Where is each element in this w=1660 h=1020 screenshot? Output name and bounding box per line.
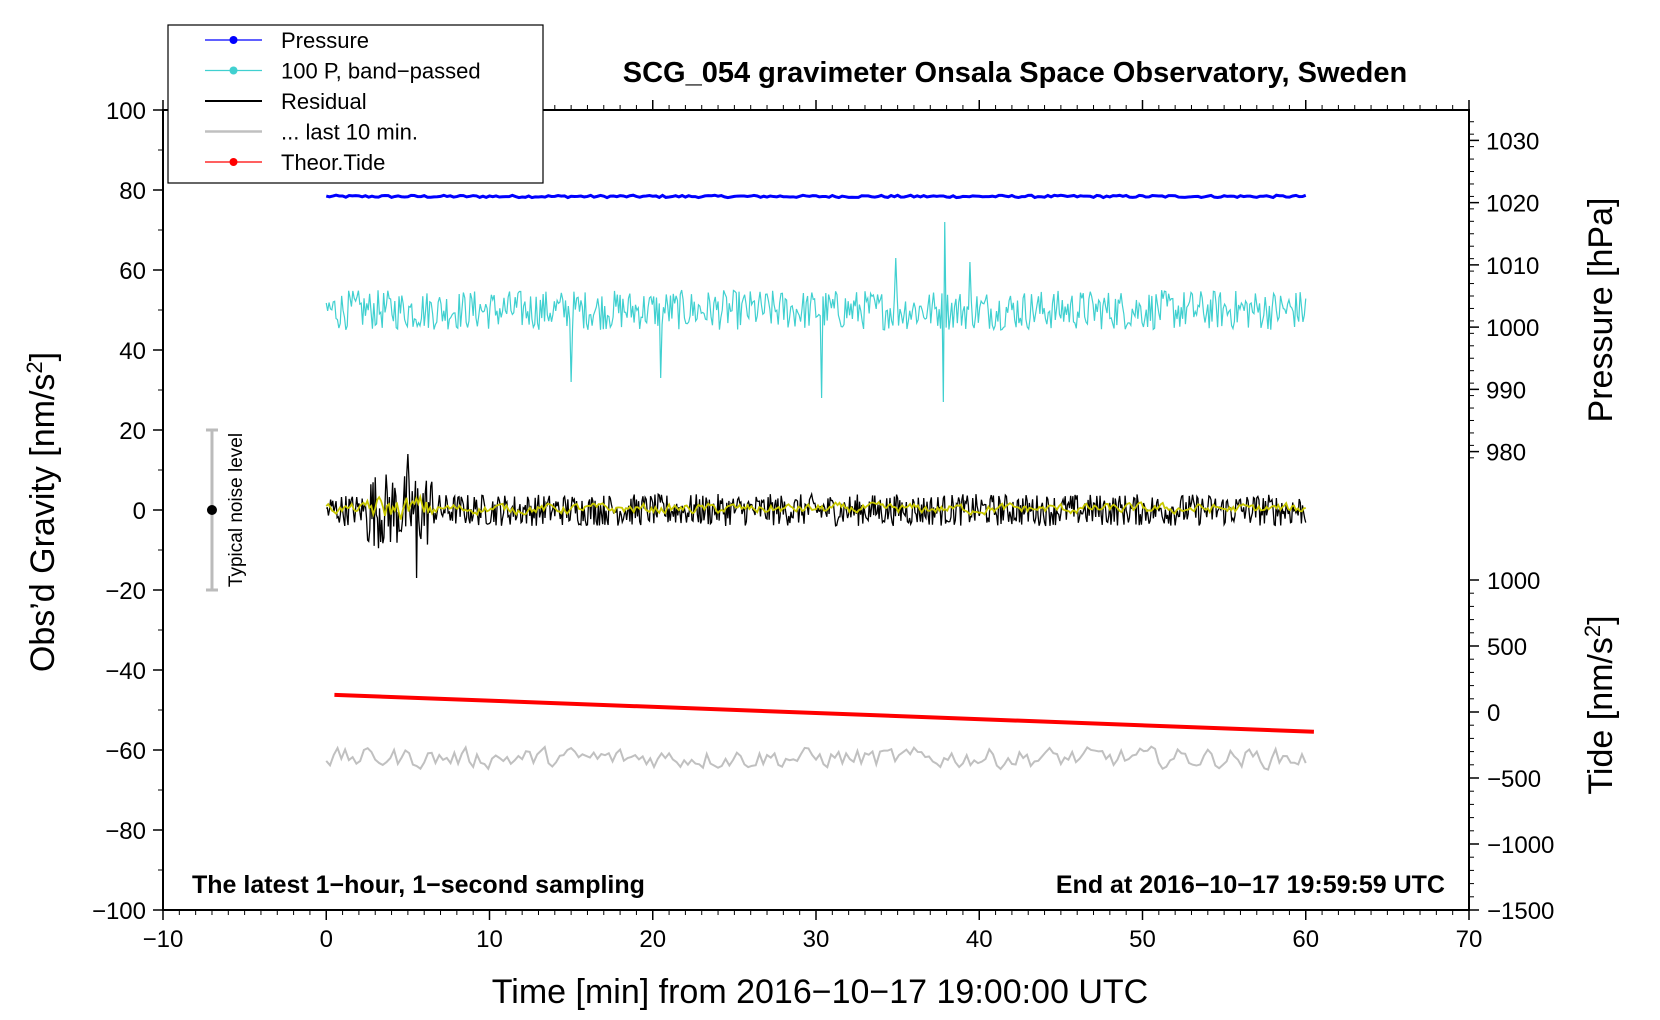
legend-label: ... last 10 min.	[281, 120, 418, 145]
legend-entry: ... last 10 min.	[205, 120, 418, 145]
y-axis-tide-label: Tide [nm/s2]	[1580, 615, 1621, 794]
series-theor-tide	[334, 692, 1314, 734]
series-layer	[325, 193, 1314, 771]
pressure-tick-label: 1000	[1486, 315, 1539, 342]
series-pressure	[325, 193, 1307, 200]
noise-bar-center	[206, 505, 217, 515]
x-tick-label: 0	[320, 926, 333, 953]
y-axis-left-label: Obs’d Gravity [nm/s2]	[22, 352, 63, 672]
x-tick-label: 60	[1292, 926, 1319, 953]
y-tick-label: 80	[119, 178, 146, 205]
legend-box	[167, 24, 544, 184]
legend-entry: Theor.Tide	[205, 150, 385, 175]
tide-tick-label: 1000	[1487, 568, 1540, 595]
legend-label: Pressure	[281, 28, 369, 53]
legend-entry: Residual	[205, 89, 367, 114]
tide-tick-label: 0	[1487, 700, 1500, 727]
y-tick-label: −40	[105, 658, 146, 685]
legend-marker	[229, 66, 238, 75]
legend-marker	[229, 36, 238, 44]
legend-marker	[229, 158, 238, 166]
tide-tick-label: −500	[1487, 766, 1541, 793]
y-tick-label: −80	[105, 818, 146, 845]
x-tick-label: 10	[476, 926, 503, 953]
y-axis-pressure-label: Pressure [hPa]	[1582, 198, 1620, 423]
x-tick-label: 50	[1129, 926, 1156, 953]
pressure-tick-label: 1020	[1486, 191, 1539, 218]
x-tick-label: 40	[966, 926, 993, 953]
legend-label: 100 P, band−passed	[281, 59, 481, 84]
y-tick-label: −20	[105, 578, 146, 605]
x-axis-label: Time [min] from 2016−10−17 19:00:00 UTC	[492, 973, 1148, 1011]
y-tick-label: 60	[119, 258, 146, 285]
ticks-layer: −10 0 10 20 30 40 50 60 70100806040200−20−40−60−…	[92, 98, 1554, 953]
legend-entry: 100 P, band−passed	[205, 59, 481, 84]
x-tick-label: 20	[639, 926, 666, 953]
annotation-left: The latest 1−hour, 1−second sampling	[192, 871, 645, 899]
legend-label: Residual	[281, 89, 367, 114]
pressure-tick-label: 990	[1486, 377, 1526, 404]
series-last-10-min	[325, 745, 1307, 771]
legend: Pressure 100 P, band−passed Residual ... la…	[167, 24, 544, 184]
series-residual	[326, 453, 1307, 579]
x-tick-label: −10	[143, 926, 184, 953]
y-tick-label: 100	[106, 98, 146, 125]
tide-tick-label: −1000	[1487, 832, 1554, 859]
pressure-tick-label: 980	[1486, 440, 1526, 467]
series-smoothed-residual	[325, 493, 1306, 520]
noise-bar	[205, 428, 218, 592]
tide-tick-label: −1500	[1487, 898, 1554, 925]
x-tick-label: 70	[1456, 926, 1483, 953]
pressure-tick-label: 1030	[1486, 128, 1539, 155]
legend-label: Theor.Tide	[281, 150, 385, 175]
series-bandpassed-pressure	[325, 221, 1307, 403]
legend-entry: Pressure	[205, 28, 369, 53]
y-tick-label: −100	[92, 898, 146, 925]
annotation-right: End at 2016−10−17 19:59:59 UTC	[1056, 871, 1445, 899]
y-tick-label: 0	[133, 498, 146, 525]
pressure-tick-label: 1010	[1486, 253, 1539, 280]
y-tick-label: 20	[119, 418, 146, 445]
x-tick-label: 30	[803, 926, 830, 953]
noise-label: Typical noise level	[226, 433, 247, 587]
y-tick-label: 40	[119, 338, 146, 365]
tide-tick-label: 500	[1487, 634, 1527, 661]
chart-title: SCG_054 gravimeter Onsala Space Observat…	[623, 57, 1407, 89]
y-tick-label: −60	[105, 738, 146, 765]
